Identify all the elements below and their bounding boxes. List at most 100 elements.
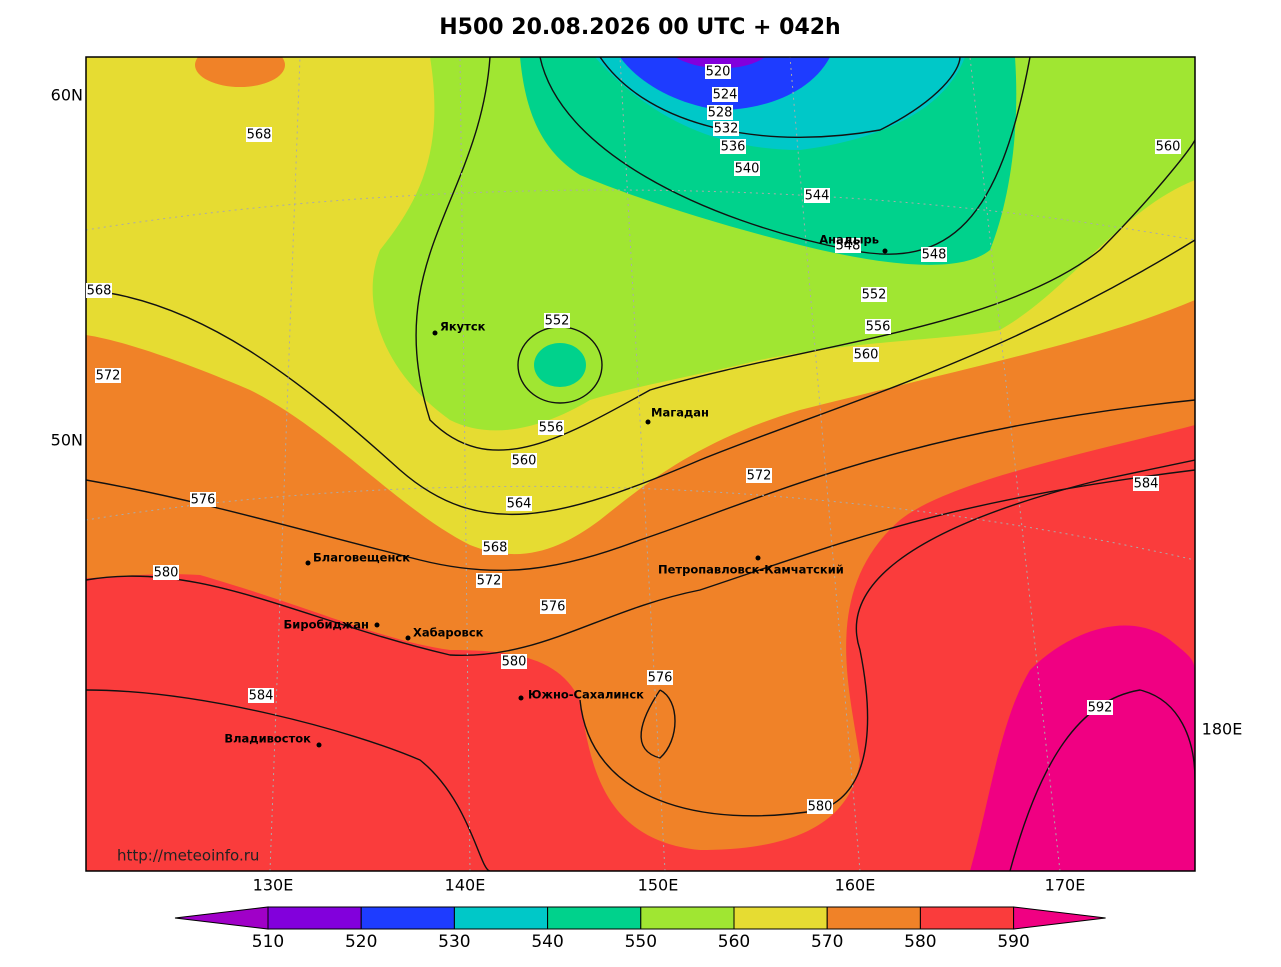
contour-label: 556: [539, 421, 564, 436]
contour-label: 524: [713, 88, 738, 103]
contour-label-bg: [865, 319, 891, 334]
contour-label-bg: [707, 105, 733, 120]
contour-label-bg: [734, 161, 760, 176]
contour-label: 552: [545, 314, 570, 329]
contour-label-bg: [746, 468, 772, 483]
contour-label: 544: [805, 189, 830, 204]
contour-label-bg: [86, 283, 112, 298]
city-dot: [405, 635, 411, 641]
contour-label: 592: [1088, 701, 1113, 716]
colorbar-box: [547, 906, 642, 930]
contour-label-bg: [153, 565, 179, 580]
lon-label: 160E: [835, 876, 876, 895]
city-dot: [374, 622, 380, 628]
colorbar-box: [360, 906, 455, 930]
city-label: Петропавловск-Камчатский: [658, 563, 844, 577]
contour-label: 584: [1134, 477, 1159, 492]
colorbar-label: 580: [904, 932, 936, 952]
contour-label: 560: [854, 348, 879, 363]
contour-label: 576: [541, 600, 566, 615]
city-label: Южно-Сахалинск: [528, 688, 644, 702]
contour-label-bg: [476, 573, 502, 588]
contour-label: 568: [87, 284, 112, 299]
contour-label-bg: [647, 670, 673, 685]
city-label: Биробиджан: [284, 618, 369, 632]
colorbar-label: 590: [997, 932, 1029, 952]
colorbar-label: 510: [252, 932, 284, 952]
city-label: Магадан: [651, 406, 709, 420]
lon-label: 140E: [445, 876, 486, 895]
contour-label: 580: [154, 566, 179, 581]
contour-label: 580: [808, 800, 833, 815]
city-dot: [882, 248, 888, 254]
city-label: Хабаровск: [413, 626, 484, 640]
contour-label-bg: [713, 121, 739, 136]
colorbar-box: [919, 906, 1015, 930]
city-dot: [755, 555, 761, 561]
contour-label-bg: [712, 87, 738, 102]
city-label: Благовещенск: [313, 551, 410, 565]
contour-label: 556: [866, 320, 891, 335]
lon-label: 150E: [638, 876, 679, 895]
city-dot: [518, 695, 524, 701]
contour-label: 568: [247, 128, 272, 143]
contour-label: 564: [507, 497, 532, 512]
contour-label: 528: [708, 106, 733, 121]
colorbar-label: 540: [531, 932, 563, 952]
contour-label: 572: [96, 369, 121, 384]
lon-label: 180E: [1202, 720, 1243, 739]
map-frame: [85, 56, 1196, 872]
colorbar-label: 560: [718, 932, 750, 952]
contour-label: 568: [483, 541, 508, 556]
city-dot: [316, 742, 322, 748]
contour-label: 576: [191, 493, 216, 508]
lon-label: 170E: [1045, 876, 1086, 895]
contour-label: 560: [512, 454, 537, 469]
contour-label: 572: [477, 574, 502, 589]
contour-label-bg: [540, 599, 566, 614]
city-label: Владивосток: [224, 732, 311, 746]
contour-label-bg: [705, 64, 731, 79]
contour-label: 520: [706, 65, 731, 80]
colorbar-box: [826, 906, 921, 930]
contour-label-bg: [921, 247, 947, 262]
contour-label-bg: [807, 799, 833, 814]
contour-label-bg: [1133, 476, 1159, 491]
contour-label-bg: [1155, 139, 1181, 154]
city-label: Якутск: [440, 320, 486, 334]
contour-label-bg: [544, 313, 570, 328]
contour-label-bg: [248, 688, 274, 703]
contour-label: 540: [735, 162, 760, 177]
contour-label: 580: [502, 655, 527, 670]
contour-label: 532: [714, 122, 739, 137]
city-dot: [432, 330, 438, 336]
contour-label-bg: [1087, 700, 1113, 715]
contour-label: 572: [747, 469, 772, 484]
colorbar-under: [174, 906, 269, 930]
title: H500 20.08.2026 00 UTC + 042h: [439, 15, 840, 40]
contour-label-bg: [538, 420, 564, 435]
city-label: Анадырь: [819, 233, 879, 247]
contour-label-bg: [853, 347, 879, 362]
source-url: http://meteoinfo.ru: [117, 847, 259, 865]
contour-label-bg: [861, 287, 887, 302]
colorbar-label: 530: [438, 932, 470, 952]
contour-label: 576: [648, 671, 673, 686]
lon-label: 130E: [253, 876, 294, 895]
contour-label: 552: [862, 288, 887, 303]
contour-label-bg: [511, 453, 537, 468]
contour-label: 548: [836, 239, 861, 254]
contour-label: 584: [249, 689, 274, 704]
contour-label: 536: [721, 140, 746, 155]
contour-label-bg: [720, 139, 746, 154]
colorbar-box: [267, 906, 362, 930]
map-fills: [86, 57, 1195, 871]
contour-label-bg: [482, 540, 508, 555]
colorbar-box: [453, 906, 549, 930]
colorbar-box: [640, 906, 735, 930]
contour-label-bg: [501, 654, 527, 669]
contour-label-bg: [835, 238, 861, 253]
contour-label: 560: [1156, 140, 1181, 155]
city-dot: [645, 419, 651, 425]
